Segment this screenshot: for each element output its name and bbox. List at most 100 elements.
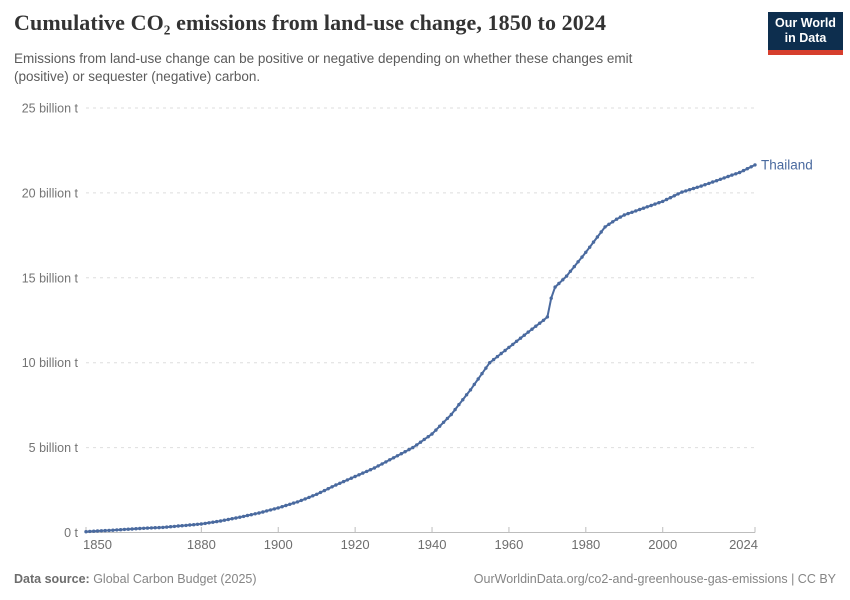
series-marker bbox=[426, 435, 430, 439]
series-marker bbox=[149, 526, 154, 530]
series-marker bbox=[142, 526, 146, 530]
series-marker bbox=[92, 529, 96, 533]
series-marker bbox=[714, 179, 719, 183]
series-marker bbox=[572, 264, 576, 269]
series-marker bbox=[318, 490, 323, 495]
series-marker bbox=[734, 172, 738, 176]
series-marker bbox=[484, 366, 488, 370]
series-marker bbox=[284, 503, 288, 508]
series-marker bbox=[753, 163, 757, 167]
series-marker bbox=[130, 527, 134, 531]
series-marker bbox=[280, 505, 284, 509]
series-marker bbox=[726, 174, 730, 179]
series-marker bbox=[311, 494, 315, 498]
series-marker bbox=[388, 458, 392, 462]
series-marker bbox=[541, 318, 546, 322]
series-marker bbox=[261, 510, 265, 514]
series-marker bbox=[645, 205, 649, 209]
series-marker bbox=[434, 428, 438, 432]
series-marker bbox=[584, 250, 588, 254]
series-marker bbox=[407, 447, 411, 452]
series-marker bbox=[568, 269, 573, 273]
series-marker bbox=[222, 518, 227, 522]
series-marker bbox=[564, 274, 569, 278]
series-marker bbox=[522, 333, 526, 337]
series-marker bbox=[488, 361, 492, 365]
series-marker bbox=[491, 357, 496, 362]
series-marker bbox=[84, 530, 88, 534]
datasource-value: Global Carbon Budget (2025) bbox=[89, 572, 257, 586]
series-marker bbox=[218, 519, 223, 523]
series-marker bbox=[684, 189, 688, 193]
axes-group bbox=[85, 527, 756, 533]
series-marker bbox=[134, 527, 138, 531]
series-marker bbox=[595, 235, 600, 239]
series-marker bbox=[349, 476, 353, 480]
owid-logo-line-2: in Data bbox=[784, 31, 827, 45]
series-marker bbox=[672, 194, 676, 198]
series-marker bbox=[445, 416, 450, 421]
series-marker bbox=[441, 420, 446, 424]
series-marker bbox=[472, 382, 476, 387]
series-marker bbox=[192, 523, 196, 527]
series-marker bbox=[291, 501, 296, 505]
series-marker bbox=[245, 513, 250, 518]
owid-logo[interactable]: Our World in Data bbox=[768, 12, 843, 55]
series-marker bbox=[368, 468, 373, 472]
series-marker bbox=[545, 315, 550, 319]
series-marker bbox=[330, 485, 334, 489]
series-marker bbox=[641, 206, 646, 210]
series-marker bbox=[111, 528, 115, 532]
series-marker bbox=[603, 225, 607, 229]
series-marker bbox=[657, 201, 661, 205]
series-marker bbox=[168, 525, 173, 529]
series-marker bbox=[507, 345, 511, 350]
series-marker bbox=[580, 255, 584, 259]
attribution-link[interactable]: OurWorldinData.org/co2-and-greenhouse-ga… bbox=[473, 572, 836, 586]
series-marker bbox=[480, 371, 484, 376]
series-marker bbox=[649, 203, 653, 208]
series-marker bbox=[745, 167, 749, 171]
series-marker bbox=[234, 516, 238, 520]
series-marker bbox=[241, 514, 246, 519]
series-marker bbox=[88, 529, 92, 534]
series-marker bbox=[526, 330, 530, 334]
series-marker bbox=[257, 511, 261, 515]
series-marker bbox=[276, 506, 280, 510]
series-marker bbox=[695, 185, 699, 189]
series-marker bbox=[107, 528, 111, 533]
series-marker bbox=[272, 507, 277, 511]
series-marker bbox=[334, 483, 338, 487]
series-marker bbox=[538, 321, 542, 325]
series-marker bbox=[265, 509, 269, 513]
series-marker bbox=[95, 529, 100, 533]
series-marker bbox=[718, 177, 723, 181]
series-marker bbox=[411, 445, 415, 450]
series-marker bbox=[203, 521, 207, 526]
subtitle-line-2: (positive) or sequester (negative) carbo… bbox=[14, 68, 261, 84]
series-marker bbox=[315, 492, 319, 496]
series-marker bbox=[268, 508, 273, 512]
series-marker bbox=[691, 186, 696, 191]
series-marker bbox=[415, 443, 419, 447]
series-marker bbox=[711, 180, 715, 184]
series-marker bbox=[511, 342, 515, 347]
x-tick-label: 1920 bbox=[341, 537, 370, 552]
entity-label-thailand[interactable]: Thailand bbox=[761, 157, 813, 172]
series-marker bbox=[288, 502, 292, 506]
series-marker bbox=[591, 240, 596, 244]
series-marker bbox=[161, 525, 165, 530]
series-marker bbox=[145, 526, 150, 530]
series-marker bbox=[499, 351, 503, 356]
series-marker bbox=[611, 220, 615, 224]
y-tick-label: 0 t bbox=[64, 526, 78, 540]
series-marker bbox=[165, 525, 169, 529]
series-marker bbox=[418, 440, 423, 444]
series-marker bbox=[599, 230, 603, 234]
series-marker bbox=[403, 450, 407, 454]
series-marker bbox=[534, 324, 538, 328]
series-marker bbox=[453, 407, 457, 412]
series-marker bbox=[326, 487, 330, 491]
